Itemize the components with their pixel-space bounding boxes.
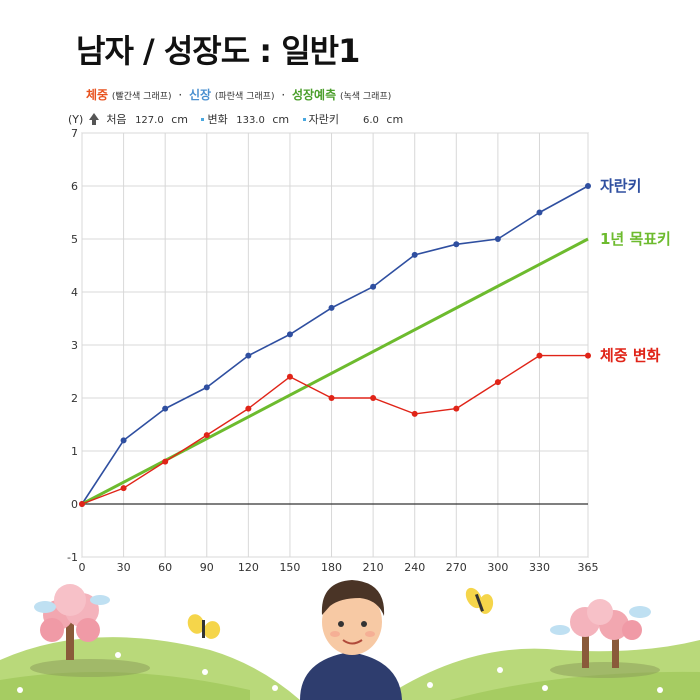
change-label: 변화 (207, 113, 228, 126)
series-point-2 (286, 373, 293, 380)
y-tick-label: 1 (71, 445, 78, 458)
bullet-icon (201, 117, 205, 121)
tree-left-icon (40, 584, 100, 660)
series-point-2 (328, 395, 335, 401)
y-tick-label: 6 (71, 180, 78, 193)
legend-separator: · (281, 88, 286, 102)
start-label: 처음 (106, 113, 127, 126)
y-tick-label: -1 (67, 551, 78, 564)
predict-legend-note: (녹색 그래프) (339, 92, 392, 102)
series-point-0 (585, 183, 591, 189)
y-axis-label: (Y) (68, 113, 84, 126)
series-point-2 (453, 405, 460, 412)
grow-value: 6.0 (363, 115, 379, 126)
series-point-0 (203, 384, 210, 391)
change-value: 133.0 (236, 115, 265, 126)
x-tick-label: 90 (200, 561, 214, 574)
series-point-0 (370, 283, 377, 290)
height-legend-label: 신장 (188, 88, 212, 102)
x-tick-label: 210 (363, 561, 384, 574)
chart-grid (81, 132, 589, 558)
tree-right-icon (570, 599, 642, 668)
flowers (17, 652, 663, 693)
series-point-0 (162, 405, 169, 412)
grow-unit: cm (386, 113, 404, 126)
series-point-0 (453, 241, 460, 248)
series-point-2 (370, 395, 377, 401)
weight-legend-note: (빨간색 그래프) (111, 92, 172, 102)
series-point-2 (203, 432, 210, 439)
x-tick-label: 0 (79, 561, 86, 574)
series-point-2 (585, 352, 591, 359)
series-point-2 (494, 379, 501, 386)
series-point-0 (536, 209, 543, 216)
series-point-0 (245, 352, 252, 359)
x-tick-label: 270 (446, 561, 467, 574)
series-point-2 (162, 458, 169, 465)
start-unit: cm (171, 113, 188, 126)
x-tick-label: 365 (578, 561, 599, 574)
x-tick-label: 150 (279, 561, 300, 574)
y-tick-label: 5 (71, 233, 78, 246)
x-tick-label: 330 (529, 561, 550, 574)
start-value: 127.0 (135, 115, 164, 126)
grow-label: 자란키 (308, 113, 339, 126)
y-tick-label: 2 (71, 392, 78, 405)
y-tick-label: 3 (71, 339, 78, 352)
boy-illustration (300, 580, 402, 700)
change-unit: cm (272, 113, 290, 126)
predict-legend-label: 성장예측 (291, 88, 337, 102)
x-tick-label: 180 (321, 561, 342, 574)
series-point-2 (245, 405, 252, 412)
chart-series (79, 183, 591, 507)
legend-separator: · (178, 88, 183, 102)
arrow-up-icon (88, 113, 99, 125)
series-point-0 (411, 251, 418, 258)
y-tick-label: 0 (71, 498, 78, 511)
series-point-2 (411, 410, 418, 417)
series-point-2 (79, 501, 85, 507)
butterfly-icon (465, 587, 494, 614)
legend-header: 체중 (빨간색 그래프) · 신장 (파란색 그래프) · 성장예측 (녹색 그… (86, 86, 391, 103)
x-tick-label: 30 (117, 561, 131, 574)
growth-info: (Y) 처음 127.0 cm 변화 133.0 cm 자란키 6.0 cm (68, 111, 407, 127)
y-tick-label: 4 (71, 286, 78, 299)
hills (0, 637, 700, 700)
cloud-right-icon (550, 606, 651, 635)
chart-tick-labels: 0 30 60 90 120 150 180 210 240 270 300 330 365-10123… (67, 127, 598, 574)
butterfly-icon (187, 614, 221, 639)
x-tick-label: 240 (404, 561, 425, 574)
page-title: 남자 / 성장도 : 일반1 (76, 32, 360, 70)
bullet-icon (302, 117, 306, 121)
height-legend-note: (파란색 그래프) (214, 92, 275, 102)
series-point-0 (494, 236, 501, 242)
series-point-0 (120, 437, 127, 444)
series-label-2: 체중 변화 (600, 347, 661, 365)
series-point-2 (536, 352, 543, 359)
series-point-2 (120, 485, 127, 492)
x-tick-label: 120 (238, 561, 259, 574)
y-tick-label: 7 (71, 127, 78, 140)
weight-legend-label: 체중 (86, 88, 109, 102)
x-tick-label: 300 (487, 561, 508, 574)
series-label-0: 자란키 (600, 177, 641, 195)
series-point-0 (328, 304, 335, 311)
series-label-1: 1년 목표키 (600, 230, 671, 248)
cloud-left-icon (34, 595, 110, 613)
series-point-0 (286, 331, 293, 338)
x-tick-label: 60 (158, 561, 172, 574)
